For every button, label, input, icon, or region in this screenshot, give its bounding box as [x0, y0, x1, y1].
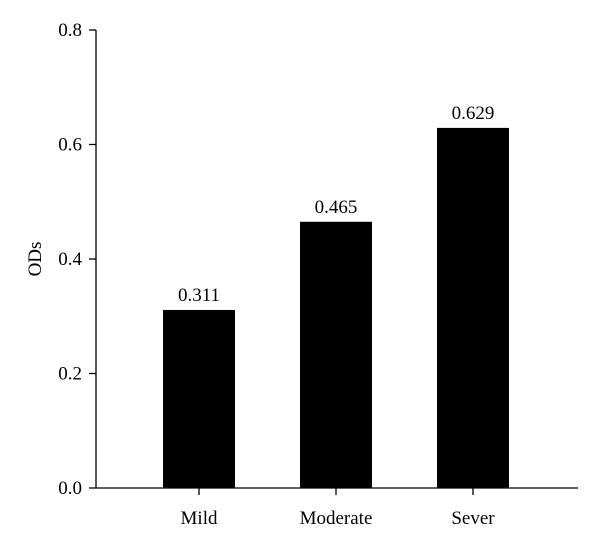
data-labels: 0.311 0.465 0.629: [178, 103, 494, 306]
x-tick-label: Mild: [181, 508, 218, 529]
x-tick-label: Sever: [451, 508, 495, 529]
x-tick-label: Moderate: [300, 508, 373, 529]
y-tick-label: 0.6: [58, 135, 82, 156]
bar-value-label: 0.465: [315, 197, 358, 218]
y-tick-label: 0.2: [58, 364, 82, 385]
x-axis: Mild Moderate Sever: [96, 487, 578, 529]
y-tick-label: 0.8: [58, 20, 82, 41]
bar: [163, 309, 235, 488]
y-axis: 0.0 0.2 0.4 0.6 0.8: [58, 20, 97, 499]
y-tick-label: 0.4: [58, 249, 82, 270]
bar-value-label: 0.629: [452, 103, 495, 124]
bars: [163, 127, 509, 489]
bar-value-label: 0.311: [178, 285, 220, 306]
y-tick-label: 0.0: [58, 478, 82, 499]
bar: [300, 221, 372, 488]
bar: [437, 127, 509, 489]
y-axis-title: ODs: [25, 242, 46, 277]
